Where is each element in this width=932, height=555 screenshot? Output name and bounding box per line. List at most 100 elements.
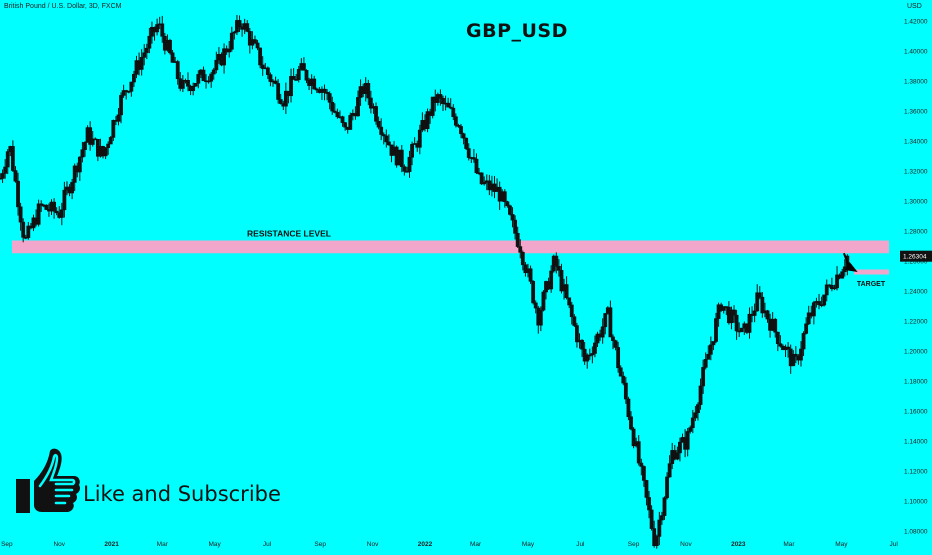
y-tick-label: 1.40000 — [904, 48, 928, 55]
candle — [690, 410, 695, 434]
candle-body — [160, 23, 165, 37]
candle-body — [554, 255, 559, 267]
candle — [616, 341, 621, 373]
candle — [0, 169, 5, 183]
candle-body — [36, 203, 41, 225]
candle — [580, 339, 584, 357]
y-tick-label: 1.08000 — [904, 528, 928, 535]
candle — [52, 198, 56, 219]
x-tick-label: 2022 — [418, 541, 433, 548]
candle-body — [276, 83, 281, 100]
candle-body — [186, 80, 190, 87]
candle-body — [708, 344, 713, 355]
candle-body — [255, 42, 260, 49]
candle-body — [26, 225, 31, 238]
candle — [265, 66, 270, 80]
candle-body — [760, 296, 765, 314]
candle — [222, 43, 226, 74]
candle-body — [253, 39, 257, 44]
candle-body — [575, 325, 579, 343]
candle-body — [824, 284, 829, 296]
candle — [829, 277, 834, 292]
y-tick-label: 1.18000 — [904, 378, 928, 385]
candle-body — [453, 116, 458, 126]
candle-body — [752, 310, 757, 316]
candle-body — [168, 39, 172, 54]
y-tick-label: 1.38000 — [904, 78, 928, 85]
candle — [356, 90, 360, 117]
candle-body — [806, 312, 811, 325]
x-tick-label: Jul — [576, 541, 585, 548]
candle-body — [291, 76, 296, 80]
candle-body — [374, 106, 378, 122]
candle — [459, 123, 463, 139]
candle-body — [793, 353, 798, 357]
currency-label: USD — [907, 3, 922, 10]
x-tick-label: Jul — [890, 541, 899, 548]
candle-body — [191, 85, 196, 92]
candle — [811, 300, 816, 325]
candle — [446, 97, 451, 108]
candle-body — [5, 151, 10, 168]
candle-body — [734, 314, 739, 332]
candle — [613, 339, 618, 351]
candle — [54, 207, 59, 216]
chart-title: GBP_USD — [466, 20, 568, 42]
candle — [474, 153, 479, 175]
x-tick-label: Mar — [470, 541, 482, 548]
candle-body — [508, 205, 512, 215]
candle — [466, 143, 471, 161]
candle-body — [121, 90, 126, 96]
candle-body — [703, 359, 708, 368]
candle — [291, 68, 296, 80]
candle — [144, 43, 149, 60]
candle-body — [729, 309, 734, 324]
y-tick-label: 1.32000 — [904, 168, 928, 175]
candle-body — [304, 70, 309, 81]
candle-body — [621, 375, 626, 384]
candle-body — [368, 97, 373, 109]
candle-body — [247, 31, 252, 46]
candle — [657, 511, 662, 546]
candle-body — [0, 177, 2, 180]
symbol-label: British Pound / U.S. Dollar, 3D, FXCM — [4, 3, 122, 10]
y-tick-label: 1.12000 — [904, 468, 928, 475]
candle-body — [222, 48, 226, 66]
candle — [572, 314, 577, 327]
candle — [260, 56, 265, 76]
candle-body — [83, 142, 87, 151]
candle-body — [464, 137, 469, 149]
candle — [590, 346, 595, 364]
candle-body — [528, 268, 533, 282]
candle — [0, 173, 2, 180]
candle-body — [407, 156, 412, 172]
candle-body — [466, 148, 471, 158]
candle — [775, 331, 780, 352]
candle — [211, 67, 216, 80]
candle — [276, 79, 281, 104]
candle — [732, 305, 736, 323]
candle-body — [10, 146, 15, 171]
candle-body — [144, 47, 149, 54]
x-tick-label: May — [208, 541, 221, 548]
candle — [201, 66, 206, 82]
candle — [147, 28, 152, 54]
candle — [296, 66, 301, 83]
candle-body — [294, 79, 299, 81]
candle-body — [739, 327, 744, 333]
candle — [649, 505, 654, 531]
candle — [508, 204, 512, 216]
candle — [824, 279, 829, 302]
candle — [708, 336, 713, 361]
candle — [343, 122, 348, 131]
candle — [155, 18, 160, 36]
candle-body — [384, 135, 389, 143]
candle — [773, 317, 778, 338]
x-tick-label: Jul — [263, 541, 272, 548]
candle-body — [644, 480, 649, 498]
candle-body — [541, 291, 546, 311]
candle — [729, 306, 734, 330]
candle — [549, 265, 554, 293]
candle — [647, 490, 651, 519]
candle — [817, 293, 821, 310]
